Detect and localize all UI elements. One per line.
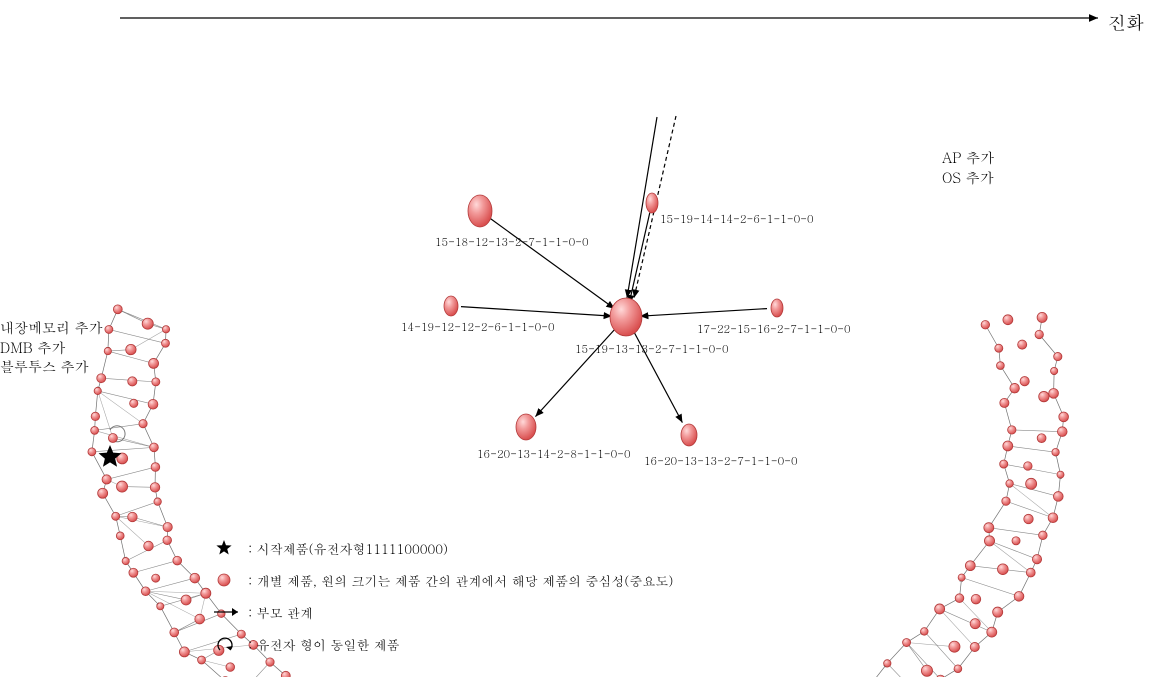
legend-text: : 부모 관계 bbox=[248, 603, 313, 622]
legend-row: : 유전자 형이 동일한 제품 bbox=[210, 634, 673, 654]
left-annotation-line: DMB 추가 bbox=[0, 338, 103, 358]
legend-text: : 개별 제품, 원의 크기는 제품 간의 관계에서 해당 제품의 중심성(중요… bbox=[248, 571, 673, 590]
node-id-label: 16-20-13-13-2-7-1-1-0-0 bbox=[644, 454, 798, 469]
right-annotation-line: AP 추가 bbox=[942, 148, 994, 168]
node-id-label: 15-19-14-14-2-6-1-1-0-0 bbox=[660, 212, 814, 227]
node-id-label: 15-19-13-13-2-7-1-1-0-0 bbox=[575, 342, 729, 357]
legend: : 시작제품(유전자형1111100000) : 개별 제품, 원의 크기는 제품… bbox=[210, 538, 673, 666]
legend-row: : 시작제품(유전자형1111100000) bbox=[210, 538, 673, 558]
legend-row: : 개별 제품, 원의 크기는 제품 간의 관계에서 해당 제품의 중심성(중요… bbox=[210, 570, 673, 590]
node-id-label: 17-22-15-16-2-7-1-1-0-0 bbox=[697, 322, 851, 337]
node-id-label: 14-19-12-12-2-6-1-1-0-0 bbox=[401, 320, 555, 335]
right-annotation-line: OS 추가 bbox=[942, 168, 994, 188]
left-annotation-line: 블루투스 추가 bbox=[0, 357, 103, 377]
axis-label: 진화 bbox=[1108, 10, 1144, 35]
right-annotation: AP 추가OS 추가 bbox=[942, 148, 994, 187]
left-annotation-line: 내장메모리 추가 bbox=[0, 318, 103, 338]
circle-icon bbox=[210, 570, 248, 590]
node-id-label: 16-20-13-14-2-8-1-1-0-0 bbox=[477, 447, 631, 462]
arrow-icon bbox=[210, 602, 248, 622]
legend-text: : 시작제품(유전자형1111100000) bbox=[248, 539, 448, 558]
node-id-label: 15-18-12-13-2-7-1-1-0-0 bbox=[435, 235, 589, 250]
hub-edges-group bbox=[461, 116, 767, 423]
loop-icon bbox=[210, 634, 248, 654]
start-star-icon bbox=[99, 445, 122, 467]
legend-row: : 부모 관계 bbox=[210, 602, 673, 622]
legend-text: : 유전자 형이 동일한 제품 bbox=[248, 635, 400, 654]
left-annotation: 내장메모리 추가DMB 추가블루투스 추가 bbox=[0, 318, 103, 377]
star-icon bbox=[210, 538, 248, 558]
